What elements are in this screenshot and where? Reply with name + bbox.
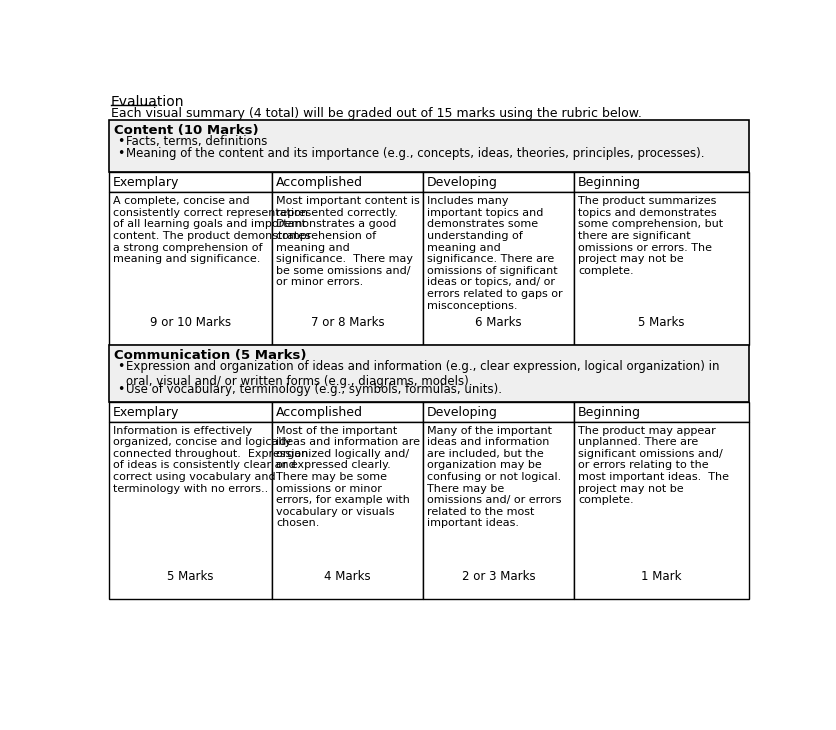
Text: A complete, concise and
consistently correct representation
of all learning goal: A complete, concise and consistently cor…	[113, 196, 311, 264]
FancyBboxPatch shape	[423, 402, 573, 422]
FancyBboxPatch shape	[110, 422, 272, 599]
Text: Use of vocabulary, terminology (e.g., symbols, formulas, units).: Use of vocabulary, terminology (e.g., sy…	[126, 383, 502, 396]
Text: Evaluation: Evaluation	[110, 96, 184, 110]
FancyBboxPatch shape	[272, 402, 423, 422]
Text: 5 Marks: 5 Marks	[638, 316, 684, 329]
Text: 2 or 3 Marks: 2 or 3 Marks	[461, 570, 535, 583]
FancyBboxPatch shape	[573, 402, 747, 422]
Text: 7 or 8 Marks: 7 or 8 Marks	[310, 316, 384, 329]
FancyBboxPatch shape	[573, 422, 747, 599]
Text: Content (10 Marks): Content (10 Marks)	[114, 124, 258, 137]
FancyBboxPatch shape	[110, 345, 747, 402]
FancyBboxPatch shape	[110, 120, 747, 172]
Text: Each visual summary (4 total) will be graded out of 15 marks using the rubric be: Each visual summary (4 total) will be gr…	[110, 107, 641, 120]
Text: •: •	[117, 383, 125, 396]
FancyBboxPatch shape	[110, 192, 272, 345]
Text: •: •	[117, 360, 125, 373]
Text: 9 or 10 Marks: 9 or 10 Marks	[150, 316, 231, 329]
Text: Many of the important
ideas and information
are included, but the
organization m: Many of the important ideas and informat…	[426, 426, 561, 529]
FancyBboxPatch shape	[573, 172, 747, 192]
FancyBboxPatch shape	[272, 422, 423, 599]
Text: 6 Marks: 6 Marks	[475, 316, 522, 329]
Text: Facts, terms, definitions: Facts, terms, definitions	[126, 135, 268, 148]
Text: Developing: Developing	[426, 406, 497, 418]
Text: 1 Mark: 1 Mark	[640, 570, 681, 583]
Text: Accomplished: Accomplished	[276, 176, 363, 189]
FancyBboxPatch shape	[110, 402, 272, 422]
FancyBboxPatch shape	[423, 422, 573, 599]
Text: Meaning of the content and its importance (e.g., concepts, ideas, theories, prin: Meaning of the content and its importanc…	[126, 147, 704, 160]
Text: Developing: Developing	[426, 176, 497, 189]
Text: Expression and organization of ideas and information (e.g., clear expression, lo: Expression and organization of ideas and…	[126, 360, 719, 388]
Text: Most of the important
ideas and information are
organized logically and/
or expr: Most of the important ideas and informat…	[276, 426, 420, 529]
Text: The product may appear
unplanned. There are
significant omissions and/
or errors: The product may appear unplanned. There …	[578, 426, 728, 505]
Text: Exemplary: Exemplary	[113, 406, 179, 418]
FancyBboxPatch shape	[272, 172, 423, 192]
FancyBboxPatch shape	[423, 172, 573, 192]
FancyBboxPatch shape	[573, 192, 747, 345]
Text: 4 Marks: 4 Marks	[324, 570, 370, 583]
Text: Information is effectively
organized, concise and logically
connected throughout: Information is effectively organized, co…	[113, 426, 308, 493]
Text: Beginning: Beginning	[578, 406, 640, 418]
FancyBboxPatch shape	[423, 192, 573, 345]
Text: Communication (5 Marks): Communication (5 Marks)	[114, 349, 306, 361]
Text: Accomplished: Accomplished	[276, 406, 363, 418]
Text: Most important content is
represented correctly.
Demonstrates a good
comprehensi: Most important content is represented co…	[276, 196, 419, 288]
Text: •: •	[117, 147, 125, 160]
Text: •: •	[117, 135, 125, 148]
Text: Includes many
important topics and
demonstrates some
understanding of
meaning an: Includes many important topics and demon…	[426, 196, 562, 310]
Text: The product summarizes
topics and demonstrates
some comprehension, but
there are: The product summarizes topics and demons…	[578, 196, 722, 276]
Text: 5 Marks: 5 Marks	[167, 570, 214, 583]
Text: Beginning: Beginning	[578, 176, 640, 189]
FancyBboxPatch shape	[110, 172, 272, 192]
Text: Exemplary: Exemplary	[113, 176, 179, 189]
FancyBboxPatch shape	[272, 192, 423, 345]
